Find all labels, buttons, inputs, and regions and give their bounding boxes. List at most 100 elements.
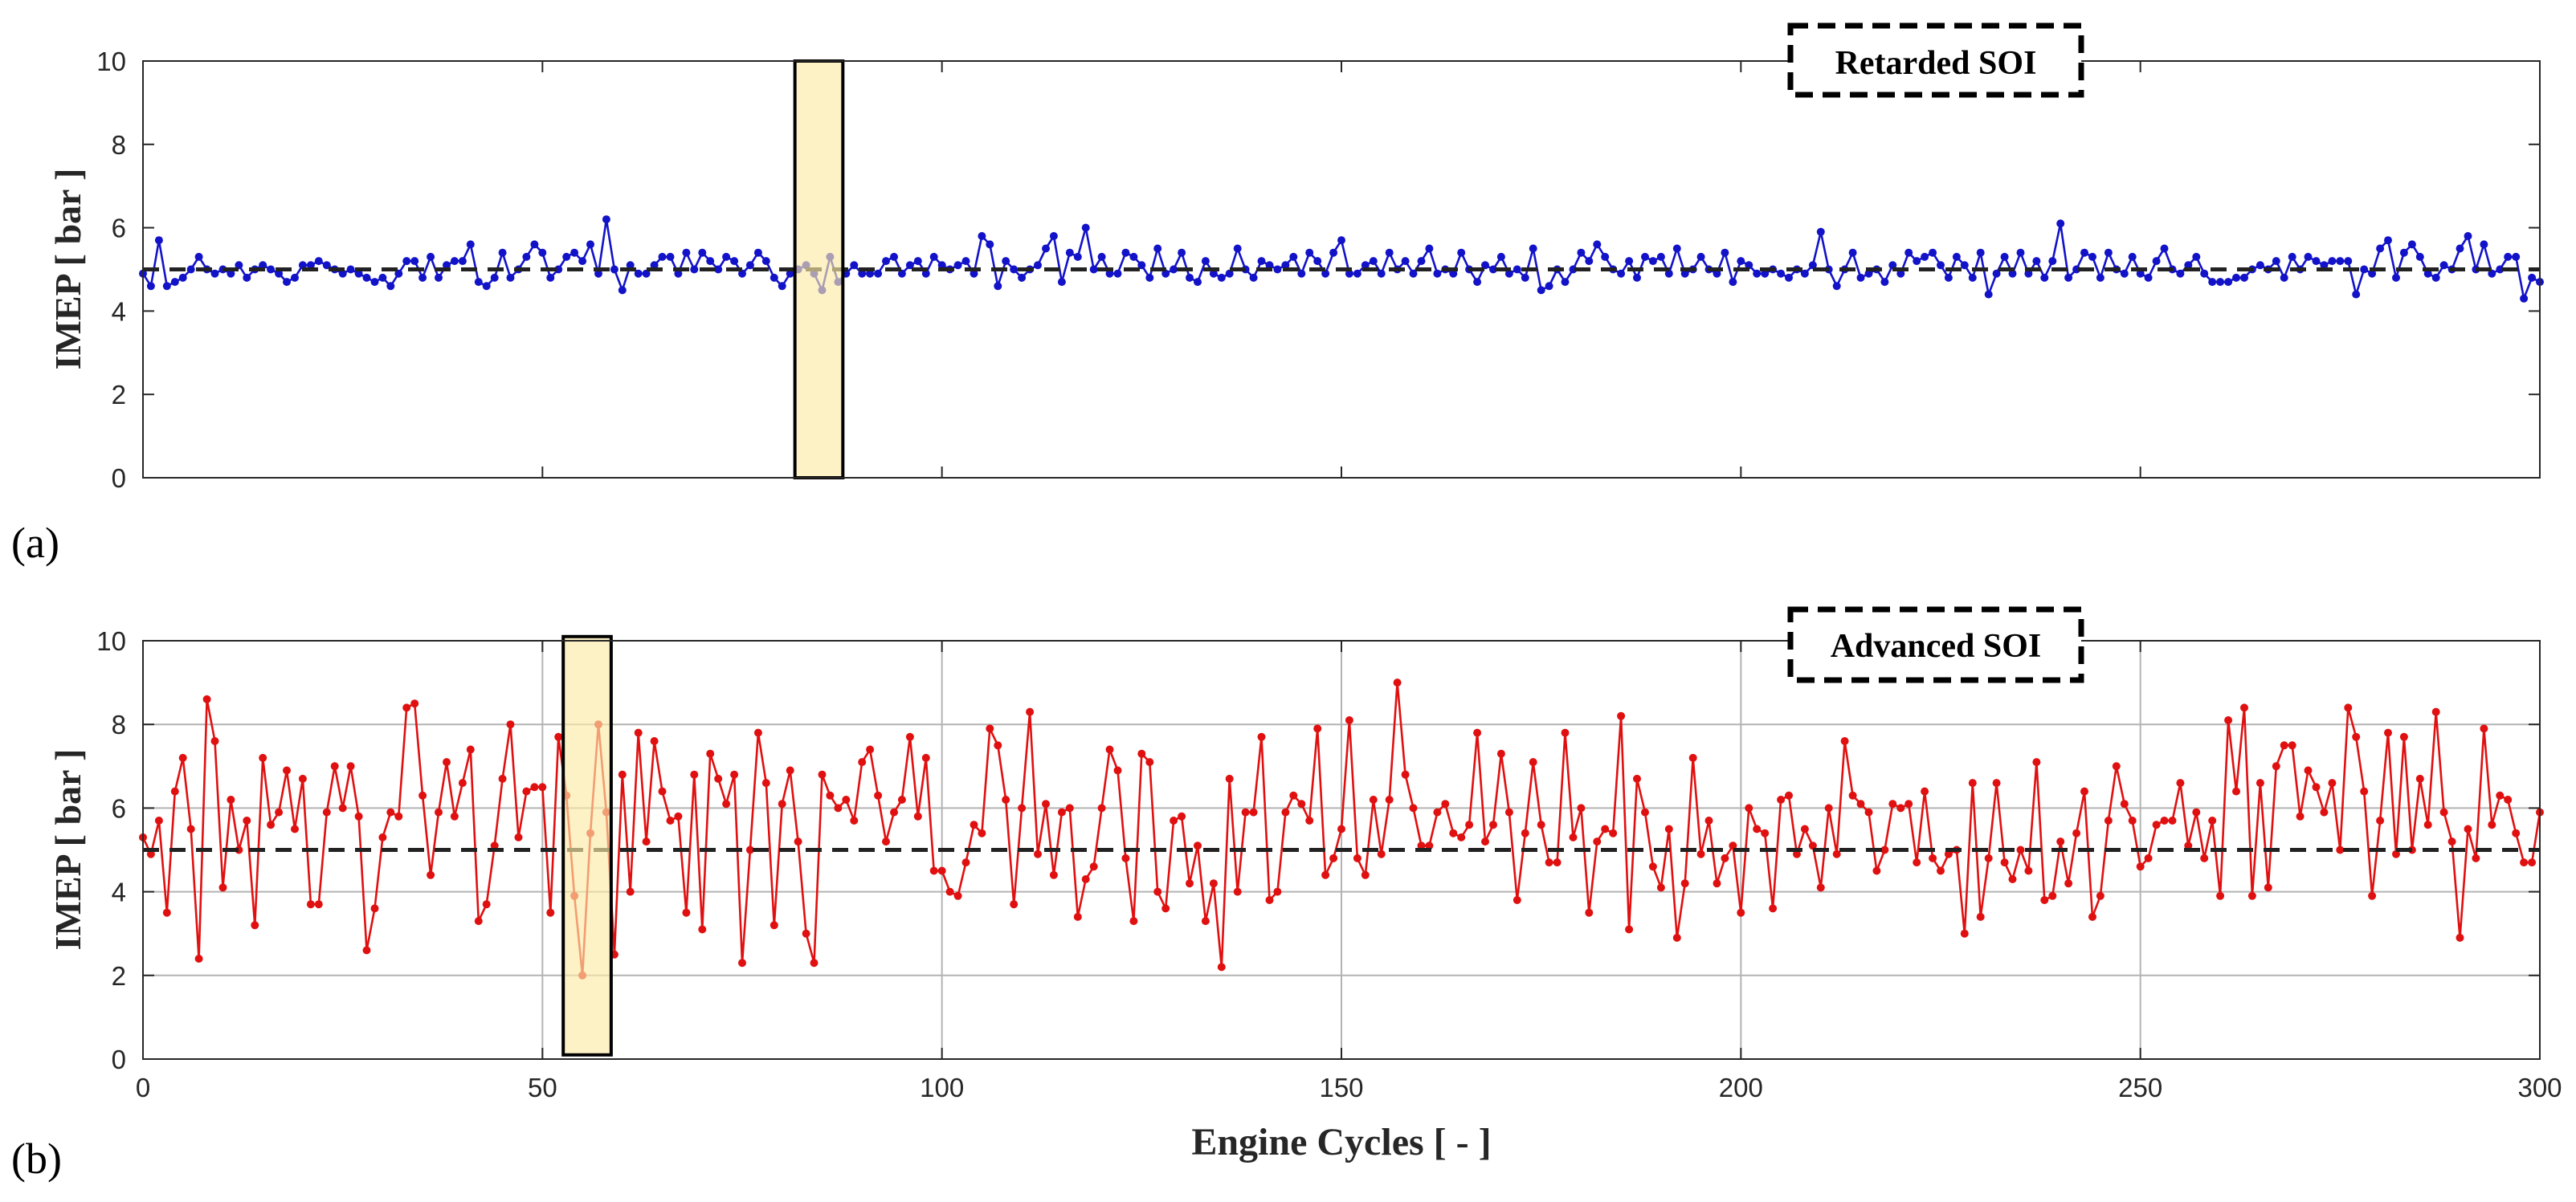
data-point [490, 841, 499, 850]
data-point [913, 257, 922, 266]
data-point [1617, 711, 1626, 720]
data-point [722, 252, 731, 261]
data-point [1688, 753, 1697, 762]
data-point [1313, 724, 1322, 733]
data-point [1489, 821, 1497, 829]
panel-b-dashed-label-frame [1787, 606, 2084, 683]
data-point [761, 257, 770, 266]
data-point [1785, 273, 1793, 282]
data-point [386, 282, 395, 291]
data-point [2088, 252, 2096, 261]
data-point [953, 891, 962, 900]
data-point [2104, 248, 2113, 257]
data-point [1504, 269, 1513, 278]
data-point [929, 252, 938, 261]
data-point [2032, 758, 2041, 767]
data-point [1449, 269, 1458, 278]
data-point [1929, 854, 1937, 862]
data-point [1249, 808, 1258, 817]
data-point [1225, 269, 1234, 278]
data-point [482, 282, 491, 291]
x-tick-label: 100 [920, 1073, 964, 1102]
data-point [2431, 707, 2440, 716]
panel-a-dashed-label-frame [1787, 22, 2084, 98]
data-point [227, 796, 235, 804]
data-point [1840, 737, 1849, 745]
data-point [1753, 269, 1762, 278]
data-point [2160, 817, 2169, 825]
data-point [1209, 879, 1218, 888]
data-point [2399, 732, 2408, 741]
y-tick-label: 6 [112, 214, 126, 243]
data-point [1745, 261, 1753, 270]
data-point [1257, 257, 1266, 266]
data-point [443, 758, 451, 767]
data-point [1729, 841, 1737, 850]
data-point [443, 261, 451, 270]
data-point [2136, 269, 2145, 278]
data-point [1409, 804, 1418, 813]
data-point [1960, 261, 1969, 270]
data-point [770, 921, 778, 930]
data-point [994, 282, 1002, 291]
data-point [2407, 240, 2416, 249]
data-point [1065, 804, 1074, 813]
data-point [2008, 269, 2017, 278]
data-point [1161, 269, 1170, 278]
data-point [2136, 862, 2145, 871]
data-point [514, 833, 523, 841]
data-point [753, 728, 762, 737]
data-point [2464, 825, 2472, 833]
data-point [362, 946, 371, 955]
data-point [618, 286, 627, 295]
data-point [1073, 912, 1082, 921]
data-point [1113, 269, 1122, 278]
data-point [1672, 933, 1681, 942]
data-point [1937, 261, 1945, 270]
panel-a-series-label: Retarded SOI [1835, 45, 2037, 82]
data-point [170, 787, 179, 796]
data-point [2216, 278, 2225, 287]
data-point [522, 252, 531, 261]
data-point [1704, 817, 1713, 825]
data-point [314, 257, 323, 266]
data-point [1777, 796, 1786, 804]
data-point [626, 887, 635, 896]
data-point [1073, 252, 1082, 261]
data-point [2464, 232, 2472, 240]
data-point [2480, 240, 2488, 249]
data-point [1808, 841, 1817, 850]
data-point [1944, 273, 1953, 282]
data-point [1968, 779, 1977, 788]
data-point [802, 929, 810, 938]
data-point [1696, 850, 1705, 858]
panel-a-tag: (a) [11, 519, 59, 567]
data-point [1664, 825, 1673, 833]
data-point [1353, 269, 1361, 278]
data-point [1329, 854, 1338, 862]
data-point [1042, 244, 1050, 253]
data-point [243, 273, 251, 282]
data-point [778, 282, 786, 291]
data-point [2328, 257, 2337, 266]
data-point [227, 269, 235, 278]
data-point [761, 779, 770, 788]
data-point [2224, 278, 2233, 287]
data-point [1361, 261, 1370, 270]
data-point [2152, 821, 2161, 829]
data-point [298, 774, 307, 783]
panel-b-tag: (b) [11, 1135, 62, 1183]
data-point [2320, 261, 2329, 270]
data-point [522, 787, 531, 796]
data-point [1545, 282, 1553, 291]
data-point [1273, 887, 1282, 896]
data-point [1601, 252, 1610, 261]
data-point [1433, 808, 1442, 817]
data-point [1521, 273, 1529, 282]
data-point [498, 248, 507, 257]
data-point [1800, 825, 1809, 833]
data-point [2096, 891, 2104, 900]
data-point [1808, 261, 1817, 270]
data-point [1361, 870, 1370, 879]
data-point [2288, 741, 2296, 750]
